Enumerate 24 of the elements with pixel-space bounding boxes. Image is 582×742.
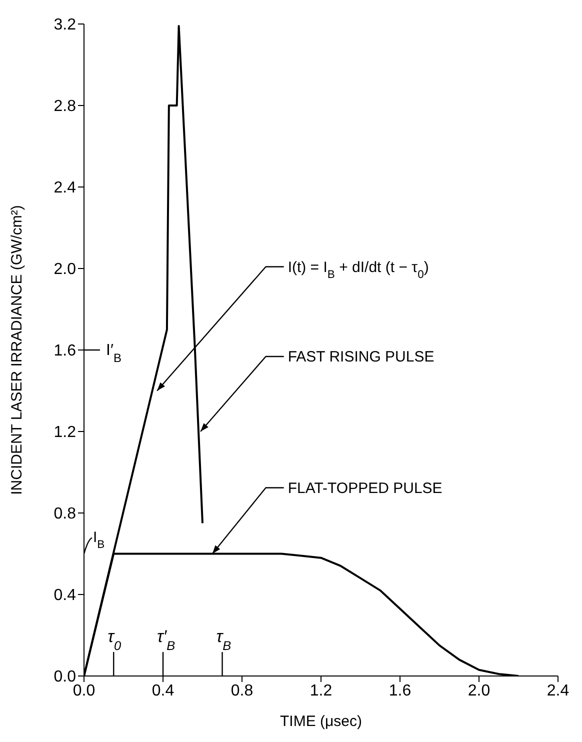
annotation: I$_{B}$	[93, 528, 105, 551]
x-tick-label: 2.0	[468, 682, 490, 700]
x-tick-label: 2.4	[546, 682, 570, 700]
y-tick-label: 2.0	[54, 261, 76, 278]
annotation: τ$_{0}$	[108, 627, 122, 652]
y-tick-label: 1.2	[54, 424, 76, 442]
x-tick-label: 1.2	[310, 682, 332, 700]
y-tick-label: 2.4	[54, 180, 76, 197]
x-tick-label: 0.4	[152, 682, 174, 700]
annotation: τ′$_{B}$	[157, 627, 176, 652]
annotation: τ$_{B}$	[216, 627, 232, 652]
annotation: FAST RISING PULSE	[288, 348, 434, 366]
y-axis-title: INCIDENT LASER IRRADIANCE (GW/cm²)	[8, 205, 26, 495]
y-tick-label: 3.2	[54, 16, 76, 34]
y-tick-label: 1.6	[54, 342, 76, 360]
x-axis-title: TIME (μsec)	[280, 713, 362, 730]
annotation: I′$_{B}$	[106, 342, 122, 365]
y-tick-label: 0.4	[54, 587, 76, 604]
annotation: FLAT-TOPPED PULSE	[288, 480, 442, 497]
y-tick-label: 2.8	[54, 98, 76, 116]
annotation: I(t) = I$_{B}$ + dI/dt (t − τ$_{0}$)	[288, 258, 429, 281]
x-tick-label: 0.8	[230, 682, 254, 700]
y-tick-label: 0.8	[54, 506, 76, 523]
x-tick-label: 1.6	[388, 682, 412, 700]
